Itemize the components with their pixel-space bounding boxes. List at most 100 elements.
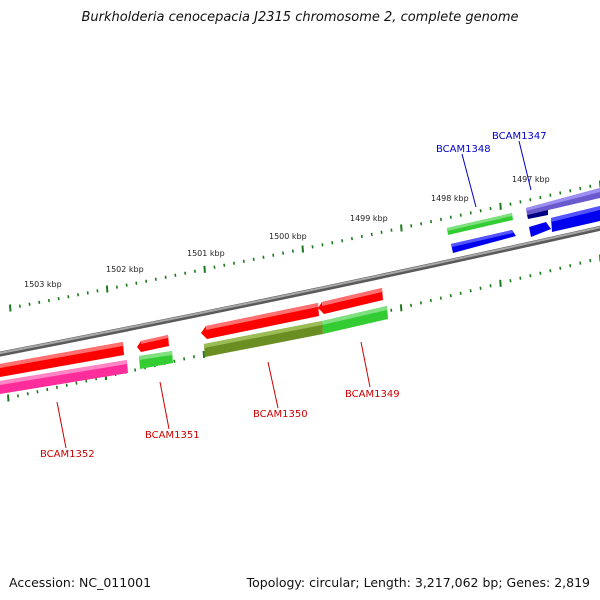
outer-minor-tick <box>272 253 275 257</box>
inner-minor-tick <box>559 266 562 270</box>
outer-minor-tick <box>331 241 334 245</box>
outer-minor-tick <box>529 198 532 202</box>
outer-minor-tick <box>380 230 383 234</box>
outer-minor-tick <box>370 232 373 237</box>
outer-minor-tick <box>489 206 492 211</box>
outer-minor-tick <box>184 271 187 275</box>
outer-minor-tick <box>223 263 226 267</box>
outer-minor-tick <box>242 259 245 263</box>
gene-bcam1347-block-navy[interactable] <box>527 210 548 219</box>
outer-minor-tick <box>459 213 462 217</box>
forward-genes <box>447 188 600 253</box>
inner-minor-tick <box>459 291 462 295</box>
inner-major-tick <box>499 279 502 287</box>
outer-minor-tick <box>439 217 442 222</box>
kbp-label-1503: 1503 kbp <box>24 280 62 289</box>
gene-bcam1347-block-blue[interactable] <box>529 222 551 237</box>
outer-minor-tick <box>390 228 393 232</box>
inner-minor-tick <box>579 261 582 265</box>
outer-minor-tick <box>262 255 265 259</box>
outer-minor-tick <box>519 200 522 204</box>
outer-minor-tick <box>539 195 542 200</box>
outer-minor-tick <box>420 222 423 226</box>
inner-minor-tick <box>419 301 422 305</box>
outer-major-tick <box>203 265 206 273</box>
inner-minor-tick <box>489 284 492 288</box>
outer-minor-tick <box>509 202 512 206</box>
leader-bcam1351 <box>159 381 170 430</box>
outer-minor-tick <box>77 293 80 297</box>
gene-label-bcam1350[interactable]: BCAM1350 <box>253 409 308 420</box>
kbp-label-1500: 1500 kbp <box>269 232 307 241</box>
inner-minor-tick <box>429 298 432 303</box>
outer-minor-tick <box>67 295 70 299</box>
outer-minor-tick <box>282 251 285 255</box>
outer-minor-tick <box>47 298 50 303</box>
inner-minor-tick <box>55 385 58 390</box>
outer-minor-tick <box>115 285 118 289</box>
outer-minor-tick <box>18 304 21 308</box>
outer-minor-tick <box>549 193 552 197</box>
outer-minor-tick <box>469 211 472 215</box>
outer-minor-tick <box>569 189 572 193</box>
outer-minor-tick <box>28 302 31 306</box>
outer-major-tick <box>9 304 12 312</box>
inner-minor-tick <box>192 355 195 359</box>
leader-bcam1352 <box>56 401 67 449</box>
outer-major-tick <box>400 224 403 232</box>
outer-minor-tick <box>135 281 138 285</box>
forward-leader-lines <box>461 140 532 208</box>
outer-minor-tick <box>341 239 344 243</box>
leader-bcam1349 <box>360 341 371 388</box>
kbp-label-1497: 1497 kbp <box>512 175 550 184</box>
leader-bcam1350 <box>267 361 279 409</box>
outer-minor-tick <box>252 257 255 261</box>
inner-minor-tick <box>85 379 88 383</box>
inner-minor-tick <box>65 383 68 387</box>
outer-minor-tick <box>164 275 167 279</box>
gene-label-bcam1351[interactable]: BCAM1351 <box>145 430 200 441</box>
inner-minor-tick <box>469 289 472 293</box>
inner-minor-tick <box>529 274 532 278</box>
inner-major-tick <box>399 304 403 312</box>
inner-minor-tick <box>390 308 393 312</box>
inner-minor-tick <box>479 286 482 290</box>
outer-minor-tick <box>213 265 216 269</box>
outer-minor-tick <box>360 234 363 239</box>
inner-minor-tick <box>569 264 572 268</box>
gene-label-bcam1348[interactable]: BCAM1348 <box>436 144 491 155</box>
inner-minor-tick <box>589 258 592 263</box>
inner-minor-tick <box>410 303 413 308</box>
reverse-leader-lines <box>56 341 371 449</box>
outer-major-tick <box>105 285 109 293</box>
map-title: Burkholderia cenocepacia J2315 chromosom… <box>81 10 519 25</box>
gene-label-bcam1352[interactable]: BCAM1352 <box>40 449 95 460</box>
outer-minor-tick <box>430 219 433 224</box>
genome-summary-text: Topology: circular; Length: 3,217,062 bp… <box>246 575 590 590</box>
inner-minor-tick <box>16 394 19 398</box>
outer-minor-tick <box>125 283 128 287</box>
outer-minor-tick <box>589 184 592 188</box>
outer-minor-tick <box>350 236 353 241</box>
inner-minor-tick <box>449 293 452 298</box>
gene-label-bcam1347[interactable]: BCAM1347 <box>492 131 547 142</box>
outer-minor-tick <box>38 300 41 305</box>
outer-major-tick <box>499 202 502 210</box>
inner-minor-tick <box>549 269 552 273</box>
reverse-genes <box>0 288 388 394</box>
kbp-label-1498: 1498 kbp <box>431 194 469 203</box>
kbp-label-1502: 1502 kbp <box>106 265 144 274</box>
outer-minor-tick <box>449 215 452 219</box>
accession-text: Accession: NC_011001 <box>9 575 152 590</box>
outer-minor-tick <box>559 191 562 195</box>
gene-label-bcam1349[interactable]: BCAM1349 <box>345 389 400 400</box>
inner-minor-tick <box>519 276 522 280</box>
outer-minor-tick <box>479 209 482 213</box>
leader-bcam1348 <box>461 153 477 208</box>
outer-minor-tick <box>154 277 157 281</box>
leader-bcam1347 <box>518 140 532 191</box>
inner-minor-tick <box>509 279 512 283</box>
outer-minor-tick <box>86 291 89 295</box>
inner-major-tick <box>7 394 10 402</box>
